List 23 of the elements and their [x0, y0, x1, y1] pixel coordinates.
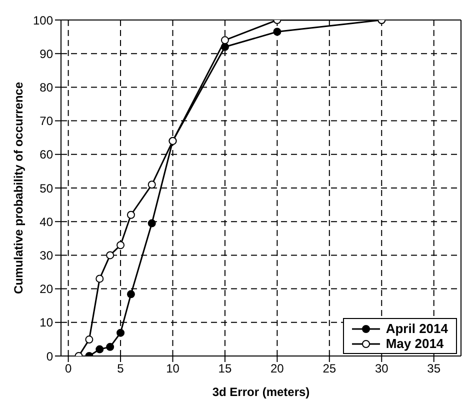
- x-tick-label: 35: [427, 362, 441, 376]
- x-tick-label: 25: [322, 362, 336, 376]
- y-tick-label: 60: [40, 148, 54, 162]
- x-tick-label: 10: [166, 362, 180, 376]
- y-tick-label: 10: [40, 316, 54, 330]
- y-tick-label: 50: [40, 181, 54, 196]
- x-tick-label: 30: [374, 362, 389, 376]
- y-axis-title: Cumulative probability of occurrence: [11, 82, 26, 294]
- y-tick-label: 0: [46, 349, 54, 364]
- x-tick-label: 20: [270, 362, 284, 376]
- y-tick-label: 70: [40, 114, 54, 128]
- x-tick-label: 0: [64, 362, 72, 376]
- y-tick-label: 40: [40, 214, 54, 229]
- legend-label: April 2014: [386, 321, 448, 336]
- x-tick-label: 15: [218, 362, 232, 376]
- y-tick-label: 100: [32, 13, 54, 28]
- y-tick-label: 20: [40, 282, 54, 296]
- legend-label: May 2014: [386, 336, 444, 351]
- y-tick-label: 30: [40, 248, 54, 262]
- y-tick-label: 80: [40, 80, 54, 94]
- y-tick-label: 90: [40, 46, 54, 61]
- x-tick-label: 5: [117, 362, 124, 376]
- x-axis-title: 3d Error (meters): [212, 385, 310, 399]
